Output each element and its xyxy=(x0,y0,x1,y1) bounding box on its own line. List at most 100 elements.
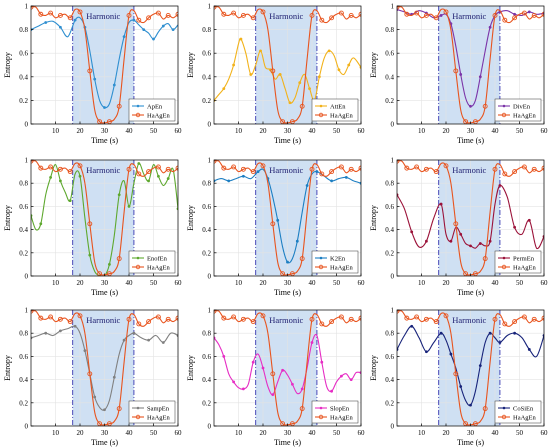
data-point-sampen xyxy=(83,349,87,352)
y-tick-label: 0 xyxy=(25,273,29,281)
data-point-haagen xyxy=(492,12,498,18)
data-point-haagen xyxy=(397,310,400,314)
y-tick-label: 0.6 xyxy=(202,353,211,361)
data-point-k2en xyxy=(286,260,289,264)
x-tick-label: 10 xyxy=(418,127,426,135)
data-point-haagen xyxy=(492,316,498,322)
data-point-haagen xyxy=(221,11,227,17)
data-point-haagen xyxy=(541,315,544,321)
data-point-haagen xyxy=(136,171,142,177)
x-tick-label: 10 xyxy=(52,279,60,287)
chart-panel-8: Harmonic 10 20 30 40 50 60 0 0.2 0.4 0.6 0.8 1 Time (… xyxy=(186,307,365,448)
data-point-atten xyxy=(308,87,311,90)
x-tick-label: 60 xyxy=(541,429,549,437)
data-point-enofen xyxy=(68,199,72,203)
data-point-haagen xyxy=(48,314,54,320)
legend-marker xyxy=(501,414,507,420)
data-point-haagen xyxy=(175,315,178,321)
x-tick-label: 50 xyxy=(150,429,158,437)
data-point-haagen xyxy=(521,314,527,320)
data-point-haagen xyxy=(231,314,237,320)
y-tick-label: 0.8 xyxy=(202,330,211,338)
data-point-haagen xyxy=(463,119,469,124)
harmonic-region xyxy=(255,310,317,426)
legend-label: K2En xyxy=(330,256,346,263)
y-axis-label: Entropy xyxy=(3,52,12,78)
x-tick-label: 30 xyxy=(101,279,109,287)
y-tick-label: 0.4 xyxy=(385,226,394,234)
data-point-haagen xyxy=(240,166,246,172)
y-tick-label: 0 xyxy=(208,121,212,129)
data-point-slopen xyxy=(320,360,324,364)
legend-marker xyxy=(502,406,506,410)
y-tick-label: 0.4 xyxy=(202,73,211,81)
data-point-haagen xyxy=(319,321,325,327)
legend-marker xyxy=(136,406,140,410)
data-point-enofen xyxy=(39,222,43,226)
data-point-permen xyxy=(513,225,516,229)
x-tick-label: 50 xyxy=(333,279,341,287)
y-tick-label: 0 xyxy=(208,273,212,281)
x-tick-label: 30 xyxy=(467,429,475,437)
y-tick-label: 0 xyxy=(391,273,395,281)
harmonic-label: Harmonic xyxy=(86,315,120,325)
data-point-haagen xyxy=(433,169,439,175)
y-tick-label: 0.4 xyxy=(202,376,211,384)
x-axis-label: Time (s) xyxy=(457,438,484,447)
data-point-slopen xyxy=(330,389,333,393)
data-point-haagen xyxy=(250,319,256,325)
y-axis-label: Entropy xyxy=(3,205,12,231)
data-point-slopen xyxy=(310,341,314,344)
data-point-haagen xyxy=(521,164,527,170)
y-tick-label: 1 xyxy=(391,307,395,315)
legend: PermEn HaAgEn xyxy=(494,250,542,274)
x-tick-label: 40 xyxy=(126,127,134,135)
legend-marker xyxy=(319,256,323,260)
data-point-cosien xyxy=(425,350,428,354)
data-point-enofen xyxy=(88,253,92,257)
data-point-diven xyxy=(478,75,482,79)
y-tick-label: 0.6 xyxy=(202,50,211,58)
data-point-haagen xyxy=(443,9,449,15)
x-tick-label: 60 xyxy=(541,279,549,287)
x-tick-label: 40 xyxy=(492,127,500,135)
data-point-haagen xyxy=(231,10,237,16)
data-point-haagen xyxy=(404,165,410,171)
data-point-haagen xyxy=(502,17,508,23)
data-point-diven xyxy=(527,10,531,14)
y-axis-label: Entropy xyxy=(186,52,195,78)
data-point-haagen xyxy=(531,12,537,18)
x-tick-label: 40 xyxy=(309,127,317,135)
data-point-haagen xyxy=(299,256,305,262)
legend-marker xyxy=(135,264,141,270)
data-point-slopen xyxy=(291,382,294,386)
data-point-haagen xyxy=(541,165,544,171)
x-axis-label: Time (s) xyxy=(91,438,118,447)
data-point-haagen xyxy=(240,12,246,18)
data-point-sampen xyxy=(132,331,136,335)
x-tick-label: 10 xyxy=(418,429,426,437)
data-point-k2en xyxy=(305,184,309,187)
x-tick-label: 20 xyxy=(443,429,451,437)
data-point-slopen xyxy=(271,393,275,397)
series-line-atten xyxy=(214,37,361,104)
data-point-haagen xyxy=(146,169,152,175)
data-point-permen xyxy=(425,239,428,243)
x-tick-label: 30 xyxy=(467,127,475,135)
data-point-permen xyxy=(449,239,453,243)
data-point-haagen xyxy=(348,12,354,18)
data-point-haagen xyxy=(329,169,335,175)
data-point-haagen xyxy=(57,12,63,18)
chart-panel-1: Harmonic 10 20 30 40 50 60 0 0.2 0.4 0.6 0.8 1 Time (… xyxy=(3,3,182,146)
x-axis-label: Time (s) xyxy=(274,136,301,145)
legend-marker xyxy=(318,414,324,420)
data-point-permen xyxy=(488,239,492,243)
data-point-slopen xyxy=(349,378,353,381)
legend-label: HaAgEn xyxy=(147,113,170,120)
chart-panel-3: Harmonic 10 20 30 40 50 60 0 0.2 0.4 0.6 0.8 1 Time (… xyxy=(369,3,548,146)
data-point-haagen xyxy=(48,10,54,16)
data-point-haagen xyxy=(221,165,227,171)
data-point-haagen xyxy=(67,169,73,175)
y-tick-label: 0.6 xyxy=(202,203,211,211)
